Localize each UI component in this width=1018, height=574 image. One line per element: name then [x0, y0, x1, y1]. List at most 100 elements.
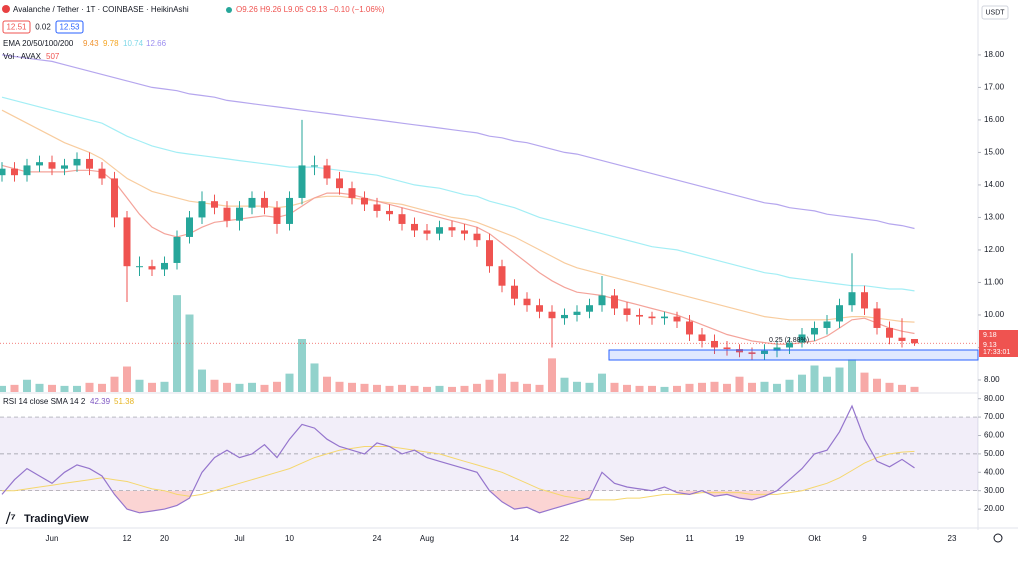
volume-legend[interactable]: Vol · AVAX	[3, 52, 42, 61]
candle-body	[848, 292, 856, 306]
y-tick-label: 11.00	[984, 278, 1004, 287]
volume-bar	[485, 379, 494, 392]
volume-bar	[385, 385, 394, 392]
volume-bar	[110, 376, 119, 392]
candle-body	[836, 305, 843, 322]
y-tick-label: 16.00	[984, 115, 1005, 124]
volume-bar	[810, 365, 819, 392]
rsi-band	[0, 417, 978, 491]
volume-bar	[435, 385, 444, 392]
candle-body	[786, 342, 793, 348]
rsi-legend[interactable]: RSI 14 close SMA 14 2	[3, 397, 86, 406]
x-tick-label: Aug	[420, 534, 434, 543]
x-tick-label: Jul	[234, 534, 244, 543]
candle-body	[573, 311, 581, 315]
buy-price: 12.53	[59, 23, 80, 32]
rsi-sma-line	[2, 446, 915, 501]
candle-body	[361, 197, 368, 205]
candle-body	[11, 168, 18, 176]
volume-bar	[635, 385, 644, 392]
volume-bar	[185, 314, 194, 392]
candle-body	[861, 292, 868, 309]
candle-body	[336, 178, 343, 189]
volume-bar	[835, 367, 844, 392]
volume-bar	[748, 382, 756, 392]
candle-body	[86, 158, 93, 169]
y-tick-label: 13.00	[984, 213, 1005, 222]
settings-icon[interactable]	[993, 533, 1003, 543]
candle-body	[373, 204, 381, 211]
volume-bar	[448, 386, 456, 392]
candle-body	[448, 227, 456, 231]
ema-value: 12.66	[146, 39, 167, 48]
sell-price: 12.51	[6, 23, 27, 32]
ema-value: 10.74	[123, 39, 144, 48]
volume-bar	[535, 384, 544, 392]
volume-bar	[410, 385, 419, 392]
volume-bar	[223, 382, 231, 392]
candle-body	[823, 321, 831, 328]
currency: USDT	[985, 9, 1005, 16]
volume-bar	[23, 379, 31, 392]
last-price-tag	[979, 330, 1018, 340]
y-tick-label: 60.00	[984, 431, 1005, 440]
volume-bar	[235, 383, 244, 392]
ema-line	[1, 109, 915, 323]
ohlc: O9.26 H9.26 L9.05 C9.13 −0.10 (−1.06%)	[236, 5, 385, 14]
y-tick-label: 14.00	[984, 180, 1005, 189]
symbol-icon	[2, 5, 10, 13]
buy-button[interactable]	[55, 20, 84, 34]
candle-body	[898, 337, 906, 341]
volume-bar	[698, 382, 706, 392]
candle-body	[748, 352, 756, 354]
volume-bar	[260, 384, 269, 392]
volume-bar	[85, 382, 94, 392]
measure-box[interactable]	[608, 349, 979, 361]
volume-bar	[735, 376, 744, 392]
x-tick-label: Jun	[46, 534, 59, 543]
measure-label: 0.25 (2.88%)	[769, 337, 809, 344]
y-tick-label: 80.00	[984, 394, 1005, 403]
volume-bar	[560, 377, 569, 392]
volume-bar	[0, 385, 6, 392]
volume-bar	[610, 382, 619, 392]
candle-body	[548, 311, 556, 319]
candle-body	[873, 308, 881, 328]
currency-button[interactable]	[981, 5, 1009, 20]
volume-bar	[148, 382, 156, 392]
candle-body	[348, 188, 356, 198]
ema-value: 9.78	[103, 39, 119, 48]
y-tick-label: 15.00	[984, 148, 1005, 157]
candle-body	[536, 305, 543, 312]
x-tick-label: 19	[735, 534, 744, 543]
candle-body	[311, 165, 318, 167]
volume-bar	[623, 384, 631, 392]
ema-line	[1, 164, 915, 345]
y-tick-label: 70.00	[984, 412, 1005, 421]
x-tick-label: 20	[160, 534, 169, 543]
volume-bar	[73, 385, 81, 392]
sell-button[interactable]	[2, 20, 31, 34]
volume-bar	[460, 385, 469, 392]
volume-bar	[673, 385, 681, 392]
x-tick-label: 12	[123, 534, 132, 543]
volume-bar	[585, 382, 594, 392]
candle-body	[186, 217, 193, 237]
candle-body	[273, 207, 281, 224]
symbol-title[interactable]: Avalanche / Tether · 1T · COINBASE · Hei…	[13, 5, 189, 14]
candle-body	[0, 168, 6, 176]
candle-body	[261, 197, 268, 208]
volume-bar	[35, 383, 44, 392]
ema-legend[interactable]: EMA 20/50/100/200	[3, 39, 74, 48]
y-tick-label: 17.00	[984, 83, 1005, 92]
candle-body	[486, 240, 493, 267]
candle-body	[498, 266, 506, 286]
candle-body	[173, 236, 181, 263]
candle-body	[911, 339, 918, 344]
x-tick-label: 10	[285, 534, 294, 543]
candle-body	[723, 347, 731, 350]
volume-bar	[685, 383, 694, 392]
candle-body	[136, 266, 143, 268]
volume-bar	[548, 358, 556, 392]
